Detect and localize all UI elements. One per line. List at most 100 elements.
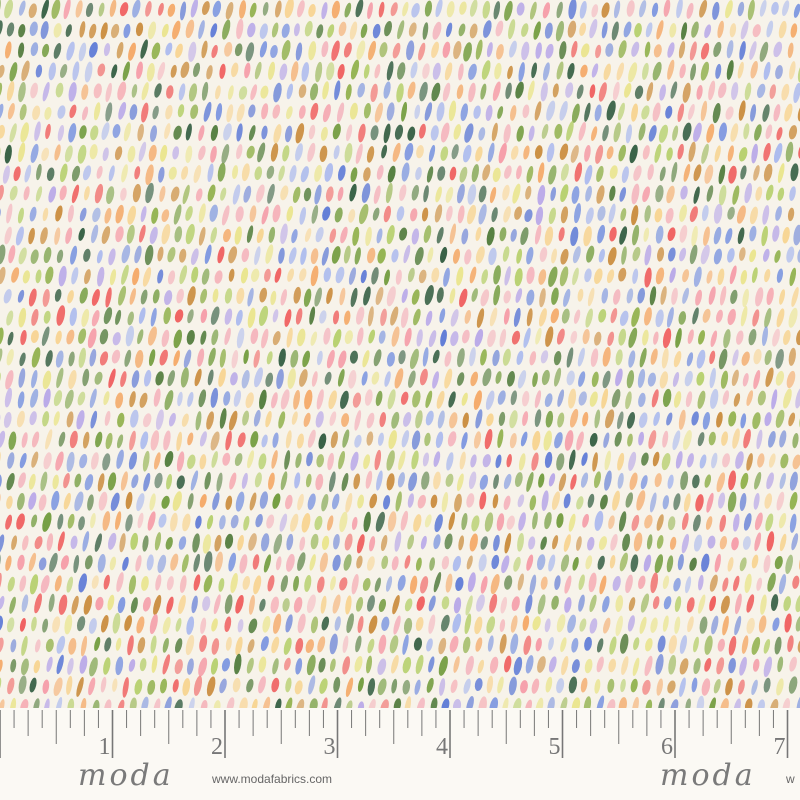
paint-dab xyxy=(651,2,659,18)
paint-dab xyxy=(7,103,15,120)
paint-dab xyxy=(567,62,575,80)
paint-dab xyxy=(315,473,324,491)
paint-dab xyxy=(165,105,173,120)
paint-dab xyxy=(29,574,39,595)
paint-dab xyxy=(355,597,364,612)
paint-dab xyxy=(795,594,800,613)
paint-dab xyxy=(582,411,589,427)
paint-dab xyxy=(601,288,609,304)
paint-dab xyxy=(403,244,411,264)
paint-dab xyxy=(584,636,592,651)
paint-dab xyxy=(158,2,164,16)
paint-dab xyxy=(30,249,39,264)
paint-dab xyxy=(211,638,220,655)
paint-dab xyxy=(168,412,176,427)
paint-dab xyxy=(144,244,154,266)
paint-dab xyxy=(667,516,676,531)
paint-dab xyxy=(419,81,428,102)
paint-dab xyxy=(236,123,243,142)
paint-dab xyxy=(123,122,132,142)
paint-dab xyxy=(693,122,702,142)
paint-dab xyxy=(478,554,487,572)
paint-dab xyxy=(548,473,556,487)
paint-dab xyxy=(186,658,194,675)
paint-dab xyxy=(458,63,464,81)
paint-dab xyxy=(41,147,50,161)
paint-dab xyxy=(387,511,397,532)
paint-dab xyxy=(291,411,298,425)
paint-dab xyxy=(268,226,276,243)
paint-dab xyxy=(700,100,708,122)
paint-dab xyxy=(112,612,121,634)
paint-dab xyxy=(776,127,783,141)
paint-dab xyxy=(504,0,513,21)
paint-dab xyxy=(486,42,493,58)
paint-dab xyxy=(548,165,557,185)
paint-dab xyxy=(0,348,3,366)
paint-dab xyxy=(179,575,187,593)
paint-dab xyxy=(120,471,128,491)
paint-dab xyxy=(207,184,216,202)
paint-dab xyxy=(30,143,39,163)
paint-dab xyxy=(149,226,158,244)
paint-dab xyxy=(31,616,37,632)
paint-dab xyxy=(164,290,173,306)
paint-dab xyxy=(686,597,695,613)
paint-dab xyxy=(672,430,681,451)
paint-dab xyxy=(450,331,459,347)
paint-dab xyxy=(584,102,591,122)
paint-dab xyxy=(404,142,414,161)
paint-dab xyxy=(368,536,376,552)
paint-dab xyxy=(138,141,147,162)
paint-dab xyxy=(763,656,773,678)
paint-dab xyxy=(364,389,373,406)
paint-dab xyxy=(338,21,347,37)
paint-dab xyxy=(489,186,497,204)
paint-dab xyxy=(435,186,442,203)
paint-dab xyxy=(280,185,289,201)
paint-dab xyxy=(363,102,372,119)
paint-dab xyxy=(706,123,715,143)
paint-dab xyxy=(307,493,316,510)
paint-dab xyxy=(155,574,162,591)
paint-dab xyxy=(17,207,24,224)
paint-dab xyxy=(444,368,453,389)
paint-dab xyxy=(82,368,90,387)
paint-dab xyxy=(612,81,620,101)
paint-dab xyxy=(763,142,771,162)
paint-dab xyxy=(473,390,483,410)
paint-dab xyxy=(21,432,28,448)
paint-dab xyxy=(407,267,415,283)
paint-dab xyxy=(417,494,426,509)
paint-dab xyxy=(243,185,252,203)
paint-dab xyxy=(401,162,410,182)
paint-dab xyxy=(764,412,772,427)
paint-dab xyxy=(764,268,771,283)
paint-dab xyxy=(42,618,49,633)
paint-dab xyxy=(771,1,779,15)
paint-dab xyxy=(673,493,681,511)
paint-dab xyxy=(491,207,498,223)
paint-dab xyxy=(310,616,319,634)
paint-dab xyxy=(0,474,2,490)
paint-dab xyxy=(354,410,362,431)
paint-dab xyxy=(232,165,239,179)
paint-dab xyxy=(402,1,409,17)
paint-dab xyxy=(123,23,131,39)
paint-dab xyxy=(249,492,257,511)
paint-dab xyxy=(373,185,381,204)
paint-dab xyxy=(315,411,324,428)
paint-dab xyxy=(459,288,468,308)
paint-dab xyxy=(122,556,129,571)
paint-dab xyxy=(107,594,115,611)
paint-dab xyxy=(222,452,231,466)
paint-dab xyxy=(706,492,714,513)
paint-dab xyxy=(7,452,15,469)
paint-dab xyxy=(248,125,256,141)
paint-dab xyxy=(242,410,250,426)
paint-dab xyxy=(354,434,362,448)
paint-dab xyxy=(587,493,595,508)
paint-dab xyxy=(7,576,15,592)
paint-dab xyxy=(248,618,258,634)
paint-dab xyxy=(446,452,454,471)
